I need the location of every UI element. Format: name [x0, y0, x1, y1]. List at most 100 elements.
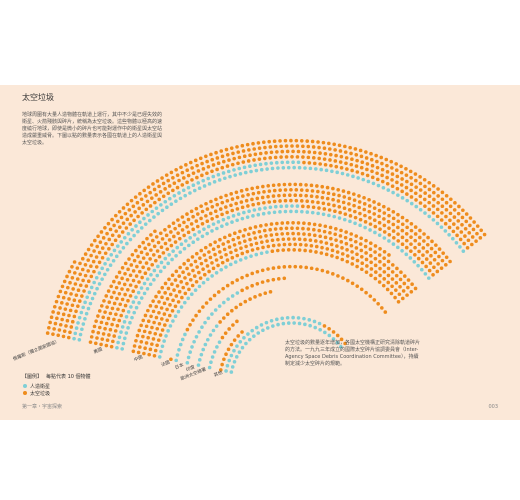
- dot: [211, 163, 216, 167]
- dot: [400, 196, 405, 200]
- dot: [199, 248, 204, 253]
- dot: [310, 189, 315, 193]
- dot: [285, 231, 290, 236]
- dot: [205, 219, 210, 224]
- dot: [344, 156, 349, 160]
- dot: [398, 285, 402, 289]
- dot: [427, 200, 431, 205]
- dot: [235, 291, 240, 295]
- dot: [219, 268, 224, 272]
- dot: [244, 244, 248, 249]
- dot: [70, 264, 74, 269]
- dot: [386, 266, 391, 271]
- dot: [144, 194, 148, 198]
- dot: [373, 263, 378, 268]
- dot: [313, 239, 318, 243]
- dot: [339, 345, 343, 349]
- dot: [165, 318, 169, 323]
- dot: [104, 343, 109, 348]
- dot: [435, 269, 440, 274]
- dot: [245, 142, 250, 147]
- dot: [253, 295, 257, 299]
- dot: [104, 321, 109, 326]
- dot: [368, 294, 373, 298]
- dot: [132, 310, 137, 315]
- dot: [246, 332, 250, 336]
- dot: [325, 247, 330, 251]
- dot: [357, 205, 361, 210]
- dot: [180, 228, 185, 232]
- dot: [134, 274, 139, 278]
- dot: [129, 213, 133, 218]
- dot: [247, 148, 251, 152]
- dot: [368, 228, 372, 232]
- dot: [284, 226, 289, 231]
- dot: [405, 179, 409, 184]
- dot: [97, 309, 102, 313]
- dot: [298, 182, 303, 187]
- dot: [377, 233, 382, 237]
- dot: [186, 217, 191, 222]
- dot: [275, 248, 280, 253]
- dot: [190, 292, 194, 297]
- dot: [185, 281, 189, 286]
- dot: [294, 138, 299, 143]
- dot: [309, 243, 314, 248]
- dot: [110, 306, 115, 311]
- dot: [133, 210, 137, 214]
- dot: [362, 207, 367, 212]
- dot: [404, 166, 408, 171]
- dot: [289, 138, 293, 143]
- dot: [103, 251, 108, 256]
- dot: [167, 253, 171, 257]
- dot: [84, 284, 89, 288]
- dot: [460, 215, 465, 220]
- dot: [458, 245, 462, 249]
- dot: [146, 308, 150, 313]
- dot: [443, 221, 448, 226]
- dot: [233, 173, 238, 177]
- dot: [97, 250, 102, 255]
- dot: [241, 234, 246, 238]
- dot: [200, 161, 204, 166]
- dot: [452, 215, 457, 219]
- dot: [319, 240, 323, 244]
- dot: [174, 294, 179, 298]
- dot: [456, 211, 461, 216]
- dot: [322, 207, 327, 211]
- dot: [453, 201, 457, 205]
- dot: [180, 215, 185, 219]
- dot: [123, 271, 127, 276]
- dot: [199, 216, 203, 221]
- dot: [296, 316, 301, 320]
- dot: [341, 200, 346, 205]
- dot: [119, 330, 123, 334]
- dot: [412, 259, 417, 264]
- dot: [474, 239, 478, 243]
- dot: [210, 157, 215, 162]
- category-label: 日本: [174, 361, 185, 371]
- dot: [238, 340, 243, 344]
- dot: [205, 159, 209, 164]
- dot: [107, 333, 111, 337]
- dot: [268, 290, 273, 294]
- dot: [316, 211, 320, 216]
- dot: [369, 273, 373, 278]
- dot: [138, 191, 142, 196]
- dot: [154, 235, 159, 239]
- dot: [161, 181, 166, 186]
- dot: [222, 357, 226, 362]
- dot: [331, 337, 336, 341]
- dot: [244, 341, 248, 346]
- dot: [66, 335, 71, 340]
- dot: [302, 221, 306, 226]
- dot: [359, 236, 363, 241]
- dot: [348, 145, 352, 150]
- dot: [196, 237, 200, 241]
- dot: [293, 182, 298, 187]
- dot: [258, 162, 263, 167]
- dot: [377, 208, 382, 213]
- dot: [119, 240, 124, 244]
- dot: [230, 197, 235, 201]
- dot: [238, 229, 242, 234]
